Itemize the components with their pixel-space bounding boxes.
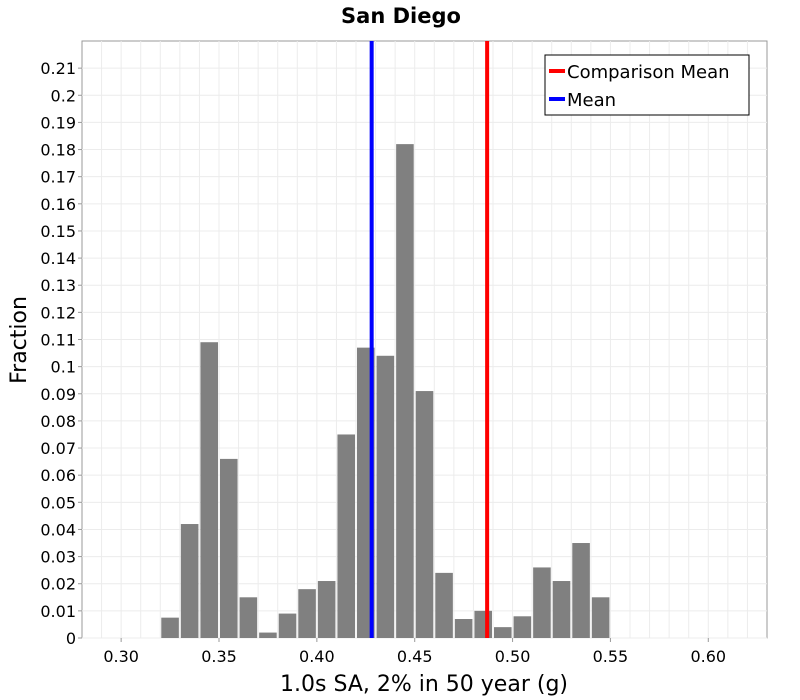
histogram-bar [533,567,551,638]
histogram-bar [220,458,238,638]
histogram-bar [200,342,218,638]
histogram-bar [474,610,492,638]
y-axis-ticks: 0 0.01 0.02 0.03 0.04 0.05 0.06 0.07 0.08 0.09 0.1… [40,59,82,648]
y-tick-label: 0.11 [40,331,76,350]
x-tick-label: 0.60 [690,647,726,666]
y-tick-label: 0.2 [51,86,76,105]
histogram-bar [494,627,512,638]
y-tick-label: 0.03 [40,548,76,567]
histogram-bar [298,589,316,638]
histogram-bar [259,632,277,638]
y-tick-label: 0.06 [40,466,76,485]
x-tick-label: 0.55 [593,647,629,666]
histogram-bar [591,597,610,638]
y-tick-label: 0.14 [40,249,76,268]
x-tick-label: 0.35 [201,647,237,666]
legend-label: Comparison Mean [567,62,730,83]
histogram-bar [572,543,590,638]
y-tick-label: 0.16 [40,195,76,214]
y-tick-label: 0.02 [40,575,76,594]
histogram-bar [552,581,571,638]
x-tick-label: 0.40 [299,647,335,666]
y-tick-label: 0.15 [40,222,76,241]
y-tick-label: 0.05 [40,493,76,512]
mean-lines [369,41,490,638]
histogram-bar [376,355,395,638]
y-tick-label: 0.01 [40,602,76,621]
y-tick-label: 0.08 [40,412,76,431]
y-tick-label: 0.07 [40,439,76,458]
y-tick-label: 0.19 [40,113,76,132]
y-tick-label: 0.09 [40,385,76,404]
histogram-bar [513,616,532,638]
histogram-bar [180,524,199,638]
histogram-bar [337,434,355,638]
histogram-bar [454,619,473,638]
y-tick-label: 0.12 [40,303,76,322]
y-tick-label: 0 [66,629,76,648]
x-tick-label: 0.45 [397,647,433,666]
x-axis-ticks: 0.30 0.35 0.40 0.45 0.50 0.55 0.60 [103,638,726,666]
histogram-bar [317,581,336,638]
x-tick-label: 0.50 [495,647,531,666]
legend-box [544,54,750,116]
y-tick-label: 0.1 [51,358,76,377]
y-tick-label: 0.13 [40,276,76,295]
y-tick-label: 0.18 [40,141,76,160]
legend-label: Mean [567,90,616,111]
y-tick-label: 0.04 [40,520,76,539]
chart-title: San Diego [341,4,461,28]
x-axis-label: 1.0s SA, 2% in 50 year (g) [280,672,568,697]
y-tick-label: 0.17 [40,168,76,187]
y-axis-label: Fraction [7,296,32,384]
histogram-bar [278,613,297,638]
legend: Comparison Mean Mean [544,54,750,116]
histogram-bar [161,617,179,638]
histogram-bar [435,572,453,638]
histogram-bar [239,597,258,638]
histogram-bar [396,144,414,639]
histogram-bar [415,391,434,638]
y-tick-label: 0.21 [40,59,76,78]
x-tick-label: 0.30 [103,647,139,666]
